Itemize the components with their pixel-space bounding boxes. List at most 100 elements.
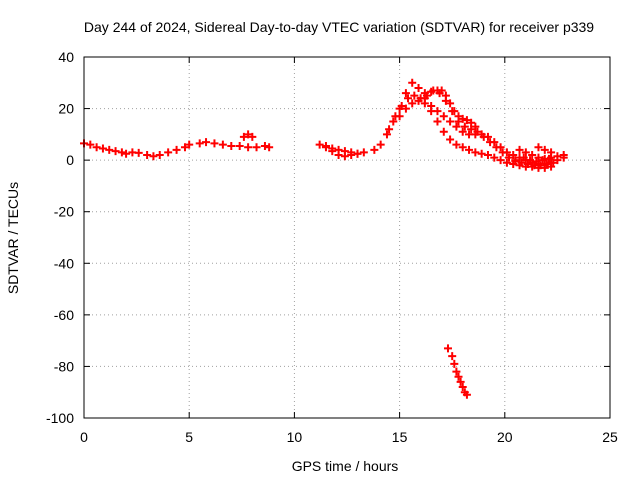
data-point [86, 140, 95, 149]
data-point [385, 125, 394, 134]
data-point [414, 96, 423, 105]
data-point [460, 122, 469, 131]
data-point [239, 132, 248, 141]
y-axis-label: SDTVAR / TECUs [5, 182, 21, 294]
series-track-c [195, 138, 274, 152]
series-track-f [321, 143, 362, 161]
data-point [446, 117, 455, 126]
data-point [534, 143, 543, 152]
x-tick-label: 25 [602, 429, 618, 445]
series-track-k [511, 143, 568, 166]
data-point [519, 153, 528, 162]
data-point [473, 127, 482, 136]
data-point [458, 383, 467, 392]
data-point [252, 143, 261, 152]
data-point [427, 107, 436, 116]
x-tick-label: 10 [287, 429, 303, 445]
x-tick-labels: 0 5 10 15 20 25 [80, 429, 618, 445]
data-point [458, 127, 467, 136]
data-point [498, 148, 507, 157]
data-point [446, 99, 455, 108]
x-tick-label: 15 [392, 429, 408, 445]
data-point [180, 143, 189, 152]
data-point [446, 135, 455, 144]
data-point [490, 153, 499, 162]
data-point [540, 163, 549, 172]
data-point [547, 148, 556, 157]
data-point [544, 154, 553, 163]
data-point [382, 130, 391, 139]
data-point [105, 145, 114, 154]
data-point [117, 148, 126, 157]
data-point [515, 145, 524, 154]
data-point [521, 148, 530, 157]
data-point [452, 367, 461, 376]
data-point [456, 377, 465, 386]
data-point [505, 153, 514, 162]
data-point [450, 107, 459, 116]
series-track-d [239, 130, 257, 141]
data-point [122, 149, 131, 158]
data-point [528, 162, 537, 171]
data-point [454, 372, 463, 381]
axis-ticks [83, 56, 611, 419]
data-point [420, 99, 429, 108]
y-tick-label: -100 [46, 410, 74, 426]
data-point [538, 156, 547, 165]
data-point [227, 141, 236, 150]
data-point [149, 152, 158, 161]
data-point [164, 148, 173, 157]
data-point [471, 122, 480, 131]
series-track-l [443, 344, 471, 399]
y-tick-label: 40 [58, 49, 74, 65]
data-point [477, 149, 486, 158]
data-point [359, 148, 368, 157]
data-point [408, 99, 417, 108]
series-track-i [395, 96, 556, 172]
y-tick-label: -20 [54, 204, 74, 220]
data-point [401, 104, 410, 113]
y-tick-labels: 40 20 0 -20 -40 -60 -80 -100 [46, 49, 74, 426]
data-points [80, 78, 568, 399]
data-point [496, 156, 505, 165]
data-point [195, 139, 204, 148]
data-point [448, 352, 457, 361]
data-point [334, 150, 343, 159]
y-tick-label: 0 [66, 152, 74, 168]
data-point [526, 156, 535, 165]
data-point [452, 122, 461, 131]
data-point [185, 140, 194, 149]
data-point [540, 145, 549, 154]
data-point [401, 89, 410, 98]
series-track-j [420, 86, 480, 131]
data-point [547, 162, 556, 171]
data-point [143, 150, 152, 159]
data-point [265, 143, 274, 152]
data-point [486, 138, 495, 147]
data-point [443, 344, 452, 353]
data-point [248, 132, 257, 141]
data-point [260, 141, 269, 150]
data-point [462, 116, 471, 125]
data-point [427, 87, 436, 96]
data-point [395, 112, 404, 121]
data-point [437, 86, 446, 95]
data-point [202, 138, 211, 147]
data-point [439, 127, 448, 136]
data-point [483, 150, 492, 159]
data-point [397, 101, 406, 110]
series-track-b [128, 140, 194, 161]
data-point [244, 130, 253, 139]
data-point [172, 145, 181, 154]
data-point [471, 148, 480, 157]
data-point [465, 145, 474, 154]
x-axis-label: GPS time / hours [292, 458, 399, 474]
x-tick-label: 0 [80, 429, 88, 445]
data-point [92, 143, 101, 152]
data-point [235, 141, 244, 150]
data-point [462, 390, 471, 399]
data-point [528, 150, 537, 159]
data-point [511, 157, 520, 166]
data-point [111, 147, 120, 156]
